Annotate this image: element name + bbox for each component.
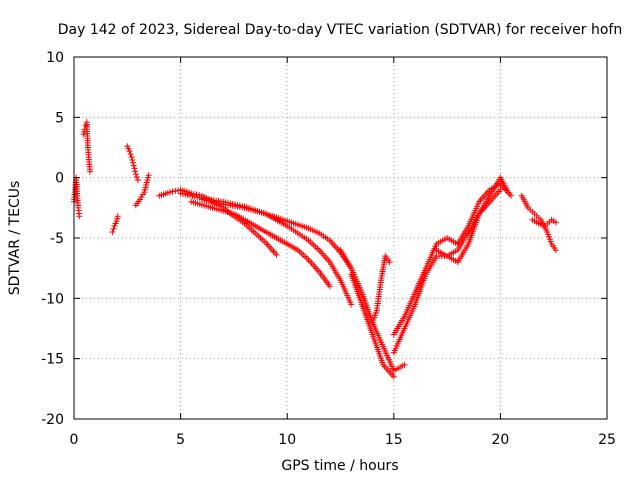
- data-point: [109, 228, 116, 235]
- data-point: [132, 168, 139, 175]
- plot-frame: [73, 56, 608, 420]
- x-tick-label: 0: [70, 432, 79, 448]
- x-tick-label: 15: [385, 432, 403, 448]
- data-point: [114, 213, 121, 220]
- y-tick-label: 10: [46, 50, 64, 66]
- chart-title: Day 142 of 2023, Sidereal Day-to-day VTE…: [58, 22, 622, 38]
- y-tick-label: 5: [55, 110, 64, 126]
- y-axis-label: SDTVAR / TECUs: [7, 181, 23, 296]
- x-axis-label: GPS time / hours: [281, 458, 398, 474]
- data-points: [71, 119, 559, 380]
- data-point: [552, 219, 559, 226]
- x-tick-label: 10: [278, 432, 296, 448]
- data-point: [134, 177, 141, 184]
- data-point: [166, 189, 173, 196]
- data-point: [348, 301, 355, 308]
- data-point: [132, 171, 139, 178]
- data-point: [552, 247, 559, 254]
- tick-labels: 0 5 10 15 20 25 -20 -15 -10 -5 0 5 10: [41, 50, 616, 448]
- data-point: [273, 251, 280, 258]
- x-tick-label: 20: [491, 432, 509, 448]
- y-tick-label: -15: [41, 352, 64, 368]
- data-point: [131, 165, 138, 172]
- y-tick-label: 0: [55, 171, 64, 187]
- data-point: [133, 174, 140, 181]
- y-tick-label: -20: [41, 412, 64, 428]
- data-point: [497, 186, 504, 193]
- data-point: [503, 186, 510, 193]
- data-point: [129, 159, 136, 166]
- data-point: [128, 154, 135, 161]
- y-tick-label: -5: [50, 231, 64, 247]
- data-point: [86, 168, 93, 175]
- data-point: [169, 188, 176, 195]
- grid-lines: [74, 57, 607, 419]
- data-point: [172, 187, 179, 194]
- data-point: [76, 213, 83, 220]
- data-point: [82, 122, 89, 129]
- data-point: [129, 156, 136, 163]
- data-point: [126, 148, 133, 155]
- x-tick-label: 5: [176, 432, 185, 448]
- data-point: [127, 151, 134, 158]
- data-point: [508, 192, 515, 199]
- data-point: [145, 172, 152, 179]
- data-point: [110, 225, 117, 232]
- data-point: [386, 259, 393, 266]
- y-tick-label: -10: [41, 291, 64, 307]
- x-tick-label: 25: [598, 432, 616, 448]
- data-point: [390, 373, 397, 380]
- data-point: [326, 283, 333, 290]
- data-point: [130, 162, 137, 169]
- data-point: [401, 361, 408, 368]
